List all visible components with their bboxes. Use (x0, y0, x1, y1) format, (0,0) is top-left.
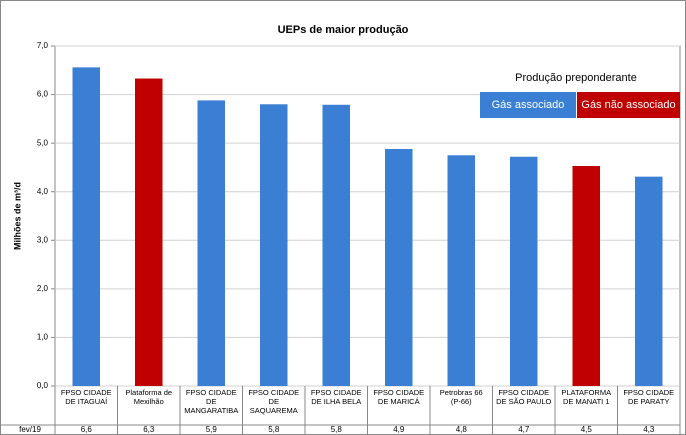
bar (322, 104, 350, 387)
bar (385, 148, 413, 386)
table-value: 4,3 (643, 425, 655, 434)
table-value: 4,7 (518, 425, 530, 434)
y-tick-label: 5,0 (37, 138, 49, 147)
x-tick-label: FPSO CIDADE DE PARATY (623, 388, 675, 406)
x-tick-label: FPSO CIDADE DE ILHA BELA (310, 388, 362, 406)
y-tick-label: 4,0 (37, 187, 49, 196)
table-value: 4,9 (393, 425, 405, 434)
row-label: fev/19 (19, 425, 41, 434)
table-value: 5,8 (331, 425, 343, 434)
y-tick-label: 1,0 (37, 333, 49, 342)
y-tick-label: 7,0 (37, 41, 49, 50)
table-value: 6,6 (81, 425, 93, 434)
bar (72, 67, 100, 386)
bar (447, 155, 475, 386)
chart-title: UEPs de maior produção (278, 24, 409, 36)
y-tick-label: 0,0 (37, 381, 49, 390)
x-tick-label: Petrobras 66 (P-66) (439, 388, 483, 406)
x-tick-label: Plataforma de Mexilhão (125, 388, 173, 406)
bar (510, 156, 538, 386)
legend-swatch (480, 92, 576, 118)
legend-title: Produção preponderante (515, 72, 637, 84)
y-tick-label: 6,0 (37, 90, 49, 99)
legend-label: Gás não associado (581, 99, 675, 111)
bar (197, 100, 225, 387)
x-tick-label: FPSO CIDADE DE MARICÁ (373, 388, 425, 406)
bar (635, 176, 663, 386)
table-value: 5,9 (206, 425, 218, 434)
x-tick-label: PLATAFORMA DE MANATI 1 (561, 388, 612, 406)
bar (135, 78, 163, 387)
table-value: 5,8 (268, 425, 280, 434)
bar (260, 104, 288, 387)
x-tick-label: FPSO CIDADE DE ITAGUAÍ (60, 388, 112, 406)
table-value: 4,5 (581, 425, 593, 434)
legend-label: Gás associado (492, 99, 565, 111)
y-tick-label: 3,0 (37, 235, 49, 244)
x-tick-label: FPSO CIDADE DE SAQUAREMA (248, 388, 300, 415)
table-value: 6,3 (143, 425, 155, 434)
x-tick-label: FPSO CIDADE DE MANGARATIBA (184, 388, 239, 415)
table-value: 4,8 (456, 425, 468, 434)
y-axis-label: Milhões de m³/d (12, 182, 22, 250)
legend-swatch (577, 92, 680, 118)
bar (572, 165, 600, 386)
y-tick-label: 2,0 (37, 284, 49, 293)
x-tick-label: FPSO CIDADE DE SÃO PAULO (496, 388, 552, 406)
